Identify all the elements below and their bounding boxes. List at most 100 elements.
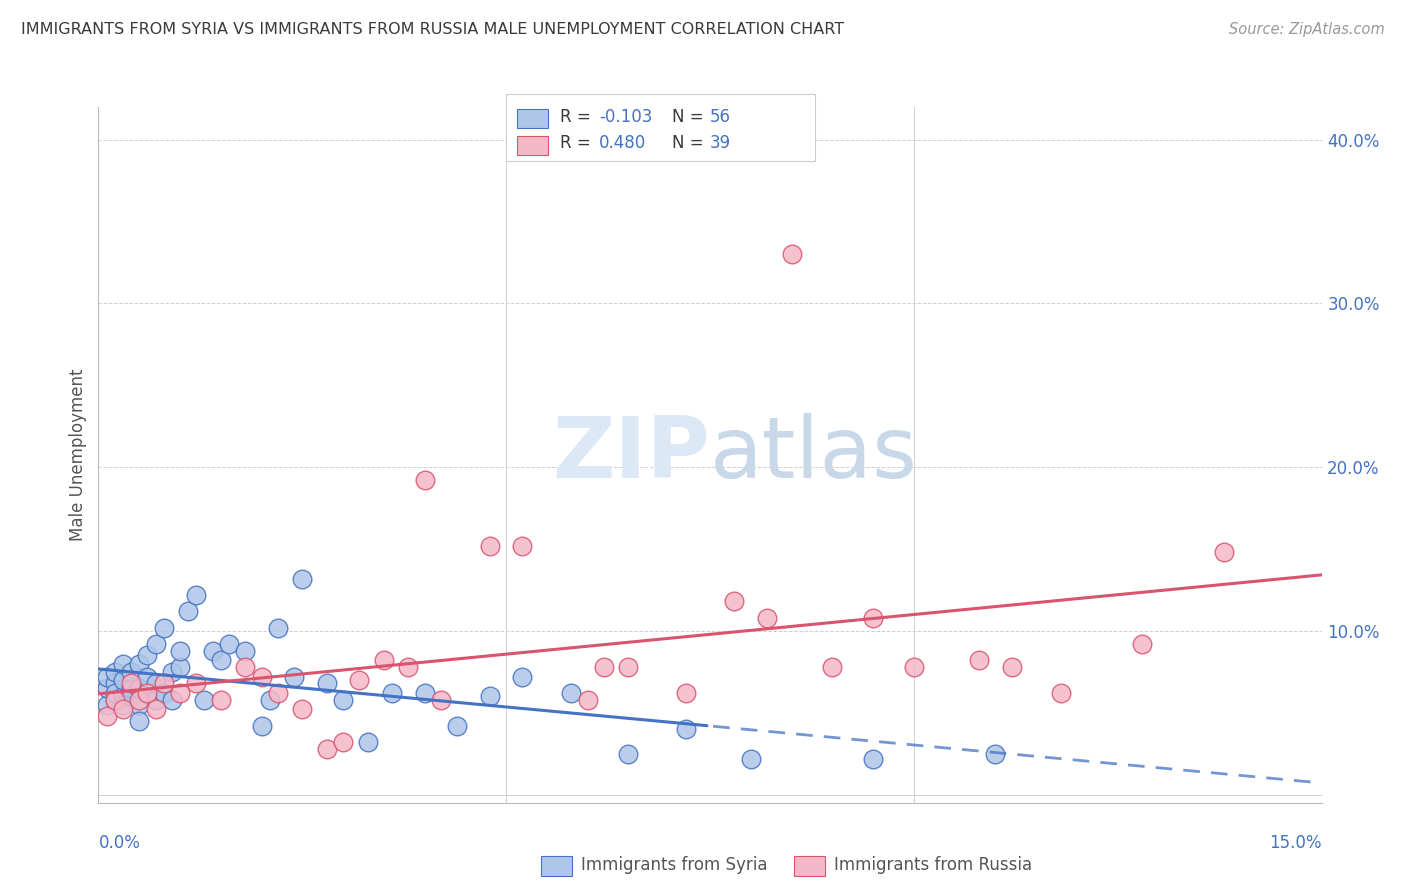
Point bbox=[740, 751, 762, 765]
Point bbox=[111, 657, 134, 671]
Text: N =: N = bbox=[672, 134, 709, 152]
Point bbox=[128, 681, 150, 696]
Point bbox=[136, 670, 159, 684]
Point bbox=[413, 473, 436, 487]
Point bbox=[136, 648, 159, 663]
Point bbox=[512, 539, 534, 553]
Point bbox=[862, 611, 884, 625]
Point bbox=[145, 692, 167, 706]
Point bbox=[233, 643, 256, 657]
Text: 15.0%: 15.0% bbox=[1270, 834, 1322, 852]
Point bbox=[145, 637, 167, 651]
Text: 39: 39 bbox=[710, 134, 731, 152]
Point bbox=[111, 673, 134, 687]
Point bbox=[780, 247, 803, 261]
Text: N =: N = bbox=[672, 108, 709, 126]
Point bbox=[259, 692, 281, 706]
Point bbox=[862, 751, 884, 765]
Text: Immigrants from Syria: Immigrants from Syria bbox=[581, 856, 768, 874]
Point bbox=[1001, 660, 1024, 674]
Point bbox=[128, 714, 150, 728]
Point bbox=[128, 698, 150, 712]
Point bbox=[96, 698, 118, 712]
Point bbox=[104, 676, 127, 690]
Point bbox=[96, 681, 118, 696]
Point bbox=[756, 611, 779, 625]
Point bbox=[152, 686, 174, 700]
Text: 0.480: 0.480 bbox=[599, 134, 647, 152]
Point bbox=[111, 698, 134, 712]
Point bbox=[209, 692, 232, 706]
Point bbox=[349, 673, 371, 687]
Point bbox=[209, 653, 232, 667]
Point bbox=[160, 665, 183, 679]
Point bbox=[201, 643, 224, 657]
Point bbox=[233, 660, 256, 674]
Point bbox=[413, 686, 436, 700]
Point bbox=[560, 686, 582, 700]
Point bbox=[250, 719, 273, 733]
Point bbox=[675, 686, 697, 700]
Point bbox=[152, 676, 174, 690]
Point bbox=[104, 692, 127, 706]
Point bbox=[396, 660, 419, 674]
Point bbox=[267, 621, 290, 635]
Point bbox=[478, 690, 501, 704]
Point bbox=[111, 702, 134, 716]
Point bbox=[128, 657, 150, 671]
Point bbox=[478, 539, 501, 553]
Point bbox=[617, 747, 640, 761]
Point bbox=[1049, 686, 1071, 700]
Point bbox=[169, 686, 191, 700]
Point bbox=[186, 588, 208, 602]
Point bbox=[315, 676, 337, 690]
Point bbox=[291, 572, 314, 586]
Point bbox=[1130, 637, 1153, 651]
Point bbox=[576, 692, 599, 706]
Point bbox=[120, 665, 142, 679]
Point bbox=[675, 722, 697, 736]
Point bbox=[177, 604, 200, 618]
Point bbox=[250, 670, 273, 684]
Y-axis label: Male Unemployment: Male Unemployment bbox=[69, 368, 87, 541]
Point bbox=[218, 637, 240, 651]
Text: R =: R = bbox=[560, 134, 596, 152]
Point bbox=[111, 690, 134, 704]
Text: ZIP: ZIP bbox=[553, 413, 710, 497]
Point bbox=[104, 665, 127, 679]
Point bbox=[152, 621, 174, 635]
Point bbox=[283, 670, 305, 684]
Point bbox=[169, 660, 191, 674]
Point bbox=[723, 594, 745, 608]
Text: 56: 56 bbox=[710, 108, 731, 126]
Point bbox=[193, 692, 215, 706]
Point bbox=[332, 692, 354, 706]
Point bbox=[332, 735, 354, 749]
Point bbox=[617, 660, 640, 674]
Point bbox=[903, 660, 925, 674]
Point bbox=[145, 676, 167, 690]
Point bbox=[593, 660, 616, 674]
Point bbox=[128, 692, 150, 706]
Point bbox=[136, 686, 159, 700]
Text: -0.103: -0.103 bbox=[599, 108, 652, 126]
Point bbox=[446, 719, 468, 733]
Point bbox=[381, 686, 404, 700]
Point bbox=[1212, 545, 1234, 559]
Point bbox=[356, 735, 378, 749]
Point bbox=[136, 686, 159, 700]
Text: Immigrants from Russia: Immigrants from Russia bbox=[834, 856, 1032, 874]
Point bbox=[984, 747, 1007, 761]
Point bbox=[315, 741, 337, 756]
Point bbox=[186, 676, 208, 690]
Point bbox=[96, 709, 118, 723]
Point bbox=[160, 692, 183, 706]
Text: 0.0%: 0.0% bbox=[98, 834, 141, 852]
Point bbox=[430, 692, 453, 706]
Point bbox=[291, 702, 314, 716]
Point bbox=[145, 702, 167, 716]
Text: IMMIGRANTS FROM SYRIA VS IMMIGRANTS FROM RUSSIA MALE UNEMPLOYMENT CORRELATION CH: IMMIGRANTS FROM SYRIA VS IMMIGRANTS FROM… bbox=[21, 22, 844, 37]
Point bbox=[120, 681, 142, 696]
Text: atlas: atlas bbox=[710, 413, 918, 497]
Point bbox=[267, 686, 290, 700]
